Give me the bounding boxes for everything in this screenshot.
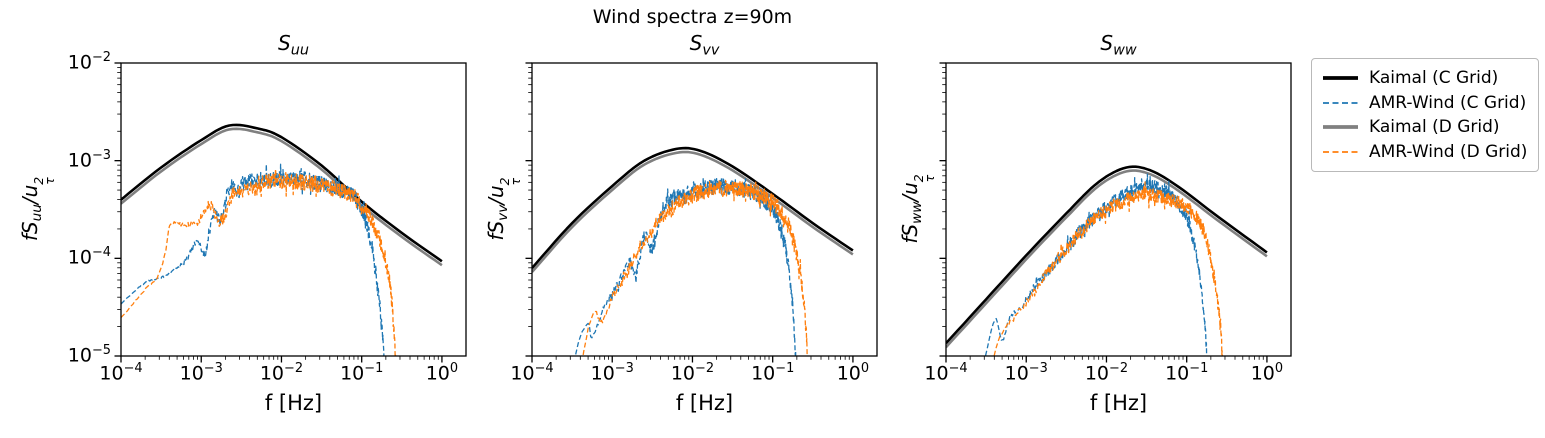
x-axis-label-sww: f [Hz] <box>1089 391 1148 415</box>
plot-area-sww <box>939 62 1292 363</box>
legend-line-amr-c <box>1323 101 1358 104</box>
series-amr-wind-d-grid <box>993 181 1223 356</box>
x-tick-label: 10−2 <box>259 361 304 385</box>
x-tick-label: 10−1 <box>340 361 384 385</box>
plot-area-suu <box>114 62 467 363</box>
axis-ticks <box>525 62 854 363</box>
legend-line-amr-d <box>1323 150 1358 153</box>
plot-area-svv <box>525 62 878 363</box>
spectra-plot-svg <box>114 62 467 363</box>
series-kaimal-d-grid <box>532 150 854 273</box>
series-kaimal-c-grid <box>946 165 1268 345</box>
legend-label: Kaimal (C Grid) <box>1369 68 1499 89</box>
x-tick-label: 10−3 <box>590 361 634 385</box>
legend-label: AMR-Wind (C Grid) <box>1369 92 1527 113</box>
x-tick-label: 10−1 <box>1165 361 1209 385</box>
series-amr-wind-d-grid <box>121 168 397 356</box>
legend-line-kaimal-c <box>1323 76 1358 81</box>
series-amr-wind-c-grid <box>574 177 797 356</box>
y-axis-label-svv: fSvv/u 2 τ <box>484 177 524 241</box>
legend: Kaimal (C Grid) AMR-Wind (C Grid) Kaimal… <box>1311 58 1539 172</box>
legend-label: AMR-Wind (D Grid) <box>1369 141 1528 162</box>
y-tick-label: 10−3 <box>67 147 111 171</box>
x-tick-label: 10−4 <box>510 361 554 385</box>
spectra-plot-svg <box>939 62 1292 363</box>
y-tick-label: 10−2 <box>67 50 111 74</box>
x-tick-label: 10−2 <box>1084 361 1129 385</box>
y-tick-label: 10−5 <box>67 343 111 367</box>
series-amr-wind-d-grid <box>582 179 808 356</box>
x-tick-label: 100 <box>425 361 459 385</box>
subplot-title-svv: Svv <box>532 31 877 58</box>
series-kaimal-d-grid <box>946 169 1268 349</box>
y-axis-label-sww: fSww/u 2 τ <box>898 174 938 244</box>
x-tick-label: 10−4 <box>99 361 143 385</box>
subplot-title-main: S <box>278 31 291 55</box>
x-tick-label: 10−3 <box>1004 361 1048 385</box>
y-tick-label: 10−4 <box>67 245 111 269</box>
series-amr-wind-c-grid <box>121 163 385 356</box>
subplot-title-sub: ww <box>1113 42 1137 59</box>
figure-title: Wind spectra z=90m <box>592 6 793 28</box>
series-kaimal-c-grid <box>532 146 854 269</box>
spectra-plot-svg <box>525 62 878 363</box>
subplot-title-suu: Suu <box>121 31 466 58</box>
x-tick-label: 10−1 <box>751 361 795 385</box>
plot-spines <box>120 62 467 357</box>
x-tick-label: 10−3 <box>179 361 223 385</box>
plot-spines <box>945 62 1292 357</box>
x-tick-label: 100 <box>1250 361 1284 385</box>
x-tick-label: 100 <box>836 361 870 385</box>
subplot-title-sub: vv <box>702 42 720 59</box>
subplot-title-main: S <box>1100 31 1114 55</box>
legend-item-kaimal-d-grid: Kaimal (D Grid) <box>1322 117 1528 137</box>
subplot-title-main: S <box>689 31 703 55</box>
subplot-title-sww: Sww <box>946 31 1291 58</box>
x-tick-label: 10−4 <box>924 361 968 385</box>
x-tick-label: 10−2 <box>670 361 715 385</box>
legend-label: Kaimal (D Grid) <box>1369 117 1500 138</box>
plot-spines <box>531 62 878 357</box>
series-kaimal-c-grid <box>121 123 443 263</box>
legend-line-kaimal-d <box>1323 125 1358 130</box>
series-kaimal-d-grid <box>121 127 443 267</box>
subplot-title-sub: uu <box>290 42 309 59</box>
x-axis-label-suu: f [Hz] <box>264 391 323 415</box>
legend-item-amr-wind-d-grid: AMR-Wind (D Grid) <box>1322 142 1528 162</box>
legend-item-amr-wind-c-grid: AMR-Wind (C Grid) <box>1322 93 1528 113</box>
y-axis-label-suu: fSuu/u 2 τ <box>18 176 58 242</box>
legend-item-kaimal-c-grid: Kaimal (C Grid) <box>1322 68 1528 88</box>
x-axis-label-svv: f [Hz] <box>675 391 734 415</box>
series-amr-wind-c-grid <box>984 173 1208 356</box>
